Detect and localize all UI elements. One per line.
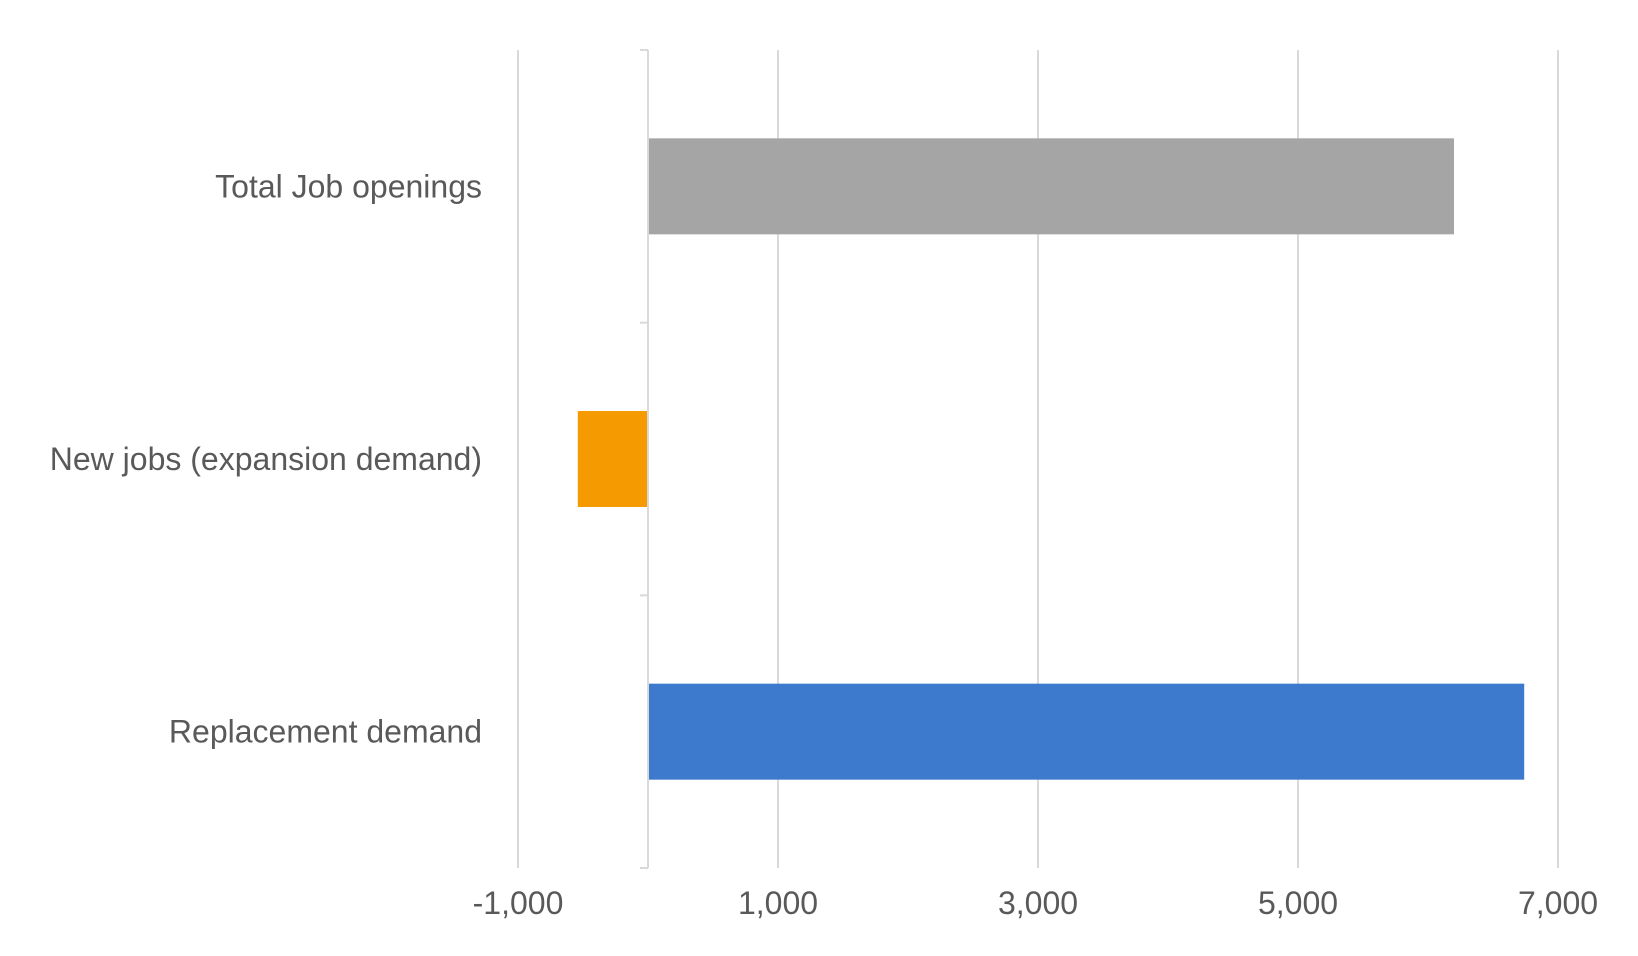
- category-labels: Replacement demand New jobs (expansion de…: [50, 168, 482, 749]
- x-tick-label-2: 3,000: [998, 885, 1078, 921]
- x-tick-label-1: 1,000: [738, 885, 818, 921]
- x-tick-labels: -1,000 1,000 3,000 5,000 7,000: [473, 885, 1598, 921]
- category-label-1: New jobs (expansion demand): [50, 441, 482, 477]
- category-label-2: Total Job openings: [215, 168, 482, 204]
- bar-1: [577, 411, 648, 507]
- x-tick-label-4: 7,000: [1518, 885, 1598, 921]
- category-label-0: Replacement demand: [169, 714, 482, 750]
- bar-0: [648, 683, 1525, 780]
- x-tick-label-0: -1,000: [473, 885, 564, 921]
- bars: [577, 138, 1525, 780]
- x-tick-label-3: 5,000: [1258, 885, 1338, 921]
- bar-2: [648, 138, 1454, 235]
- category-axis: [640, 49, 649, 869]
